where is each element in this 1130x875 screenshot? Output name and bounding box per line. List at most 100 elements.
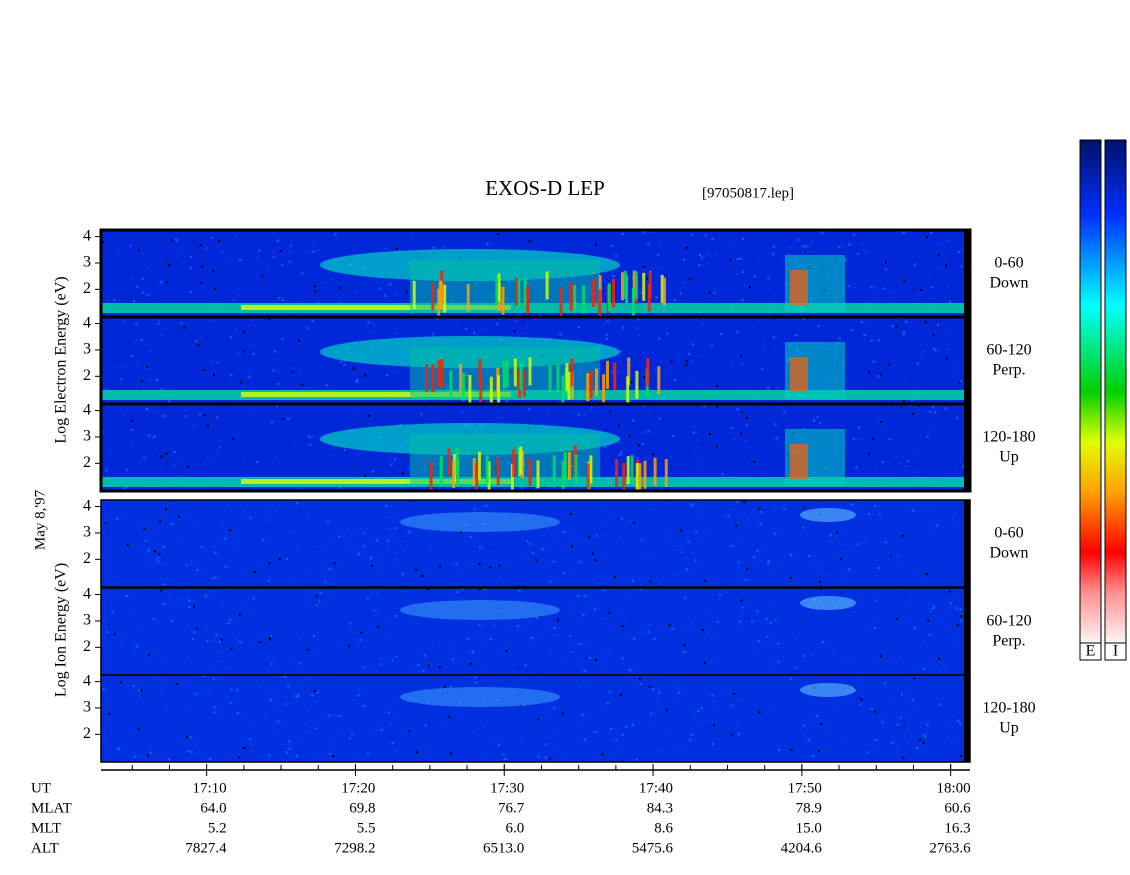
texture (553, 634, 555, 636)
texture (183, 602, 186, 605)
texture (496, 232, 499, 235)
texture (270, 698, 272, 701)
texture (629, 399, 632, 402)
texture (145, 295, 148, 298)
texture (108, 467, 111, 470)
texture (937, 254, 940, 257)
texture (173, 508, 176, 511)
texture (872, 437, 875, 440)
texture (823, 734, 826, 737)
texture (862, 696, 865, 698)
texture (125, 468, 128, 471)
texture (831, 541, 834, 544)
texture (439, 565, 442, 568)
texture (106, 742, 109, 744)
texture (306, 648, 309, 651)
texture (915, 665, 918, 668)
texture (803, 724, 806, 727)
texture (606, 338, 608, 341)
texture (193, 471, 196, 474)
texture (363, 532, 366, 535)
texture (180, 283, 183, 286)
texture (885, 261, 887, 264)
texture (904, 594, 907, 597)
texture (202, 368, 205, 371)
texture (137, 249, 140, 252)
texture (126, 543, 129, 546)
texture (242, 529, 245, 531)
texture (930, 232, 933, 235)
texture (245, 552, 248, 555)
panel-edge (964, 317, 970, 404)
texture (867, 452, 870, 455)
texture (755, 299, 758, 301)
texture (389, 283, 392, 286)
texture (797, 238, 799, 241)
texture (477, 334, 480, 337)
texture (636, 457, 639, 460)
texture (679, 292, 682, 295)
texture (697, 516, 700, 519)
texture (740, 432, 743, 435)
texture (362, 545, 365, 548)
texture (759, 523, 762, 526)
texture (683, 258, 685, 261)
texture (513, 407, 516, 410)
texture (675, 281, 678, 284)
texture (461, 411, 464, 414)
texture (557, 619, 560, 622)
texture (159, 467, 162, 470)
texture (652, 688, 654, 691)
y-tick-label: 3 (83, 524, 91, 541)
texture (376, 539, 379, 542)
texture (729, 258, 732, 261)
texture (328, 714, 331, 717)
texture (813, 406, 816, 409)
texture (595, 658, 597, 661)
texture (394, 750, 397, 752)
texture (670, 360, 673, 363)
texture (715, 559, 718, 562)
texture (270, 416, 273, 419)
texture (521, 665, 524, 668)
texture (158, 283, 161, 286)
texture (912, 452, 914, 455)
spectrogram-panel (100, 499, 971, 588)
texture (773, 524, 776, 527)
texture (313, 634, 315, 637)
texture (192, 638, 195, 641)
texture (292, 689, 295, 692)
texture (250, 408, 252, 411)
texture (230, 600, 233, 603)
texture (303, 474, 306, 477)
texture (455, 502, 458, 505)
texture (585, 657, 588, 660)
texture (160, 688, 162, 690)
texture (851, 595, 854, 598)
y-tick-label: 2 (83, 725, 91, 742)
texture (343, 448, 346, 451)
texture (629, 434, 632, 437)
texture (914, 526, 917, 529)
texture (165, 415, 168, 418)
texture (252, 744, 254, 747)
texture (217, 449, 220, 452)
burst (501, 286, 505, 315)
texture (962, 248, 965, 251)
burst (431, 364, 435, 393)
texture (772, 245, 775, 248)
texture (658, 582, 661, 585)
texture (747, 290, 749, 293)
texture (389, 722, 392, 725)
texture (860, 698, 863, 701)
texture (675, 574, 678, 577)
texture (856, 252, 859, 255)
texture (218, 239, 221, 242)
texture (129, 441, 132, 444)
texture (907, 460, 910, 463)
texture (920, 288, 923, 291)
texture (222, 660, 225, 663)
texture (295, 755, 298, 757)
texture (671, 427, 673, 430)
texture (174, 500, 177, 503)
